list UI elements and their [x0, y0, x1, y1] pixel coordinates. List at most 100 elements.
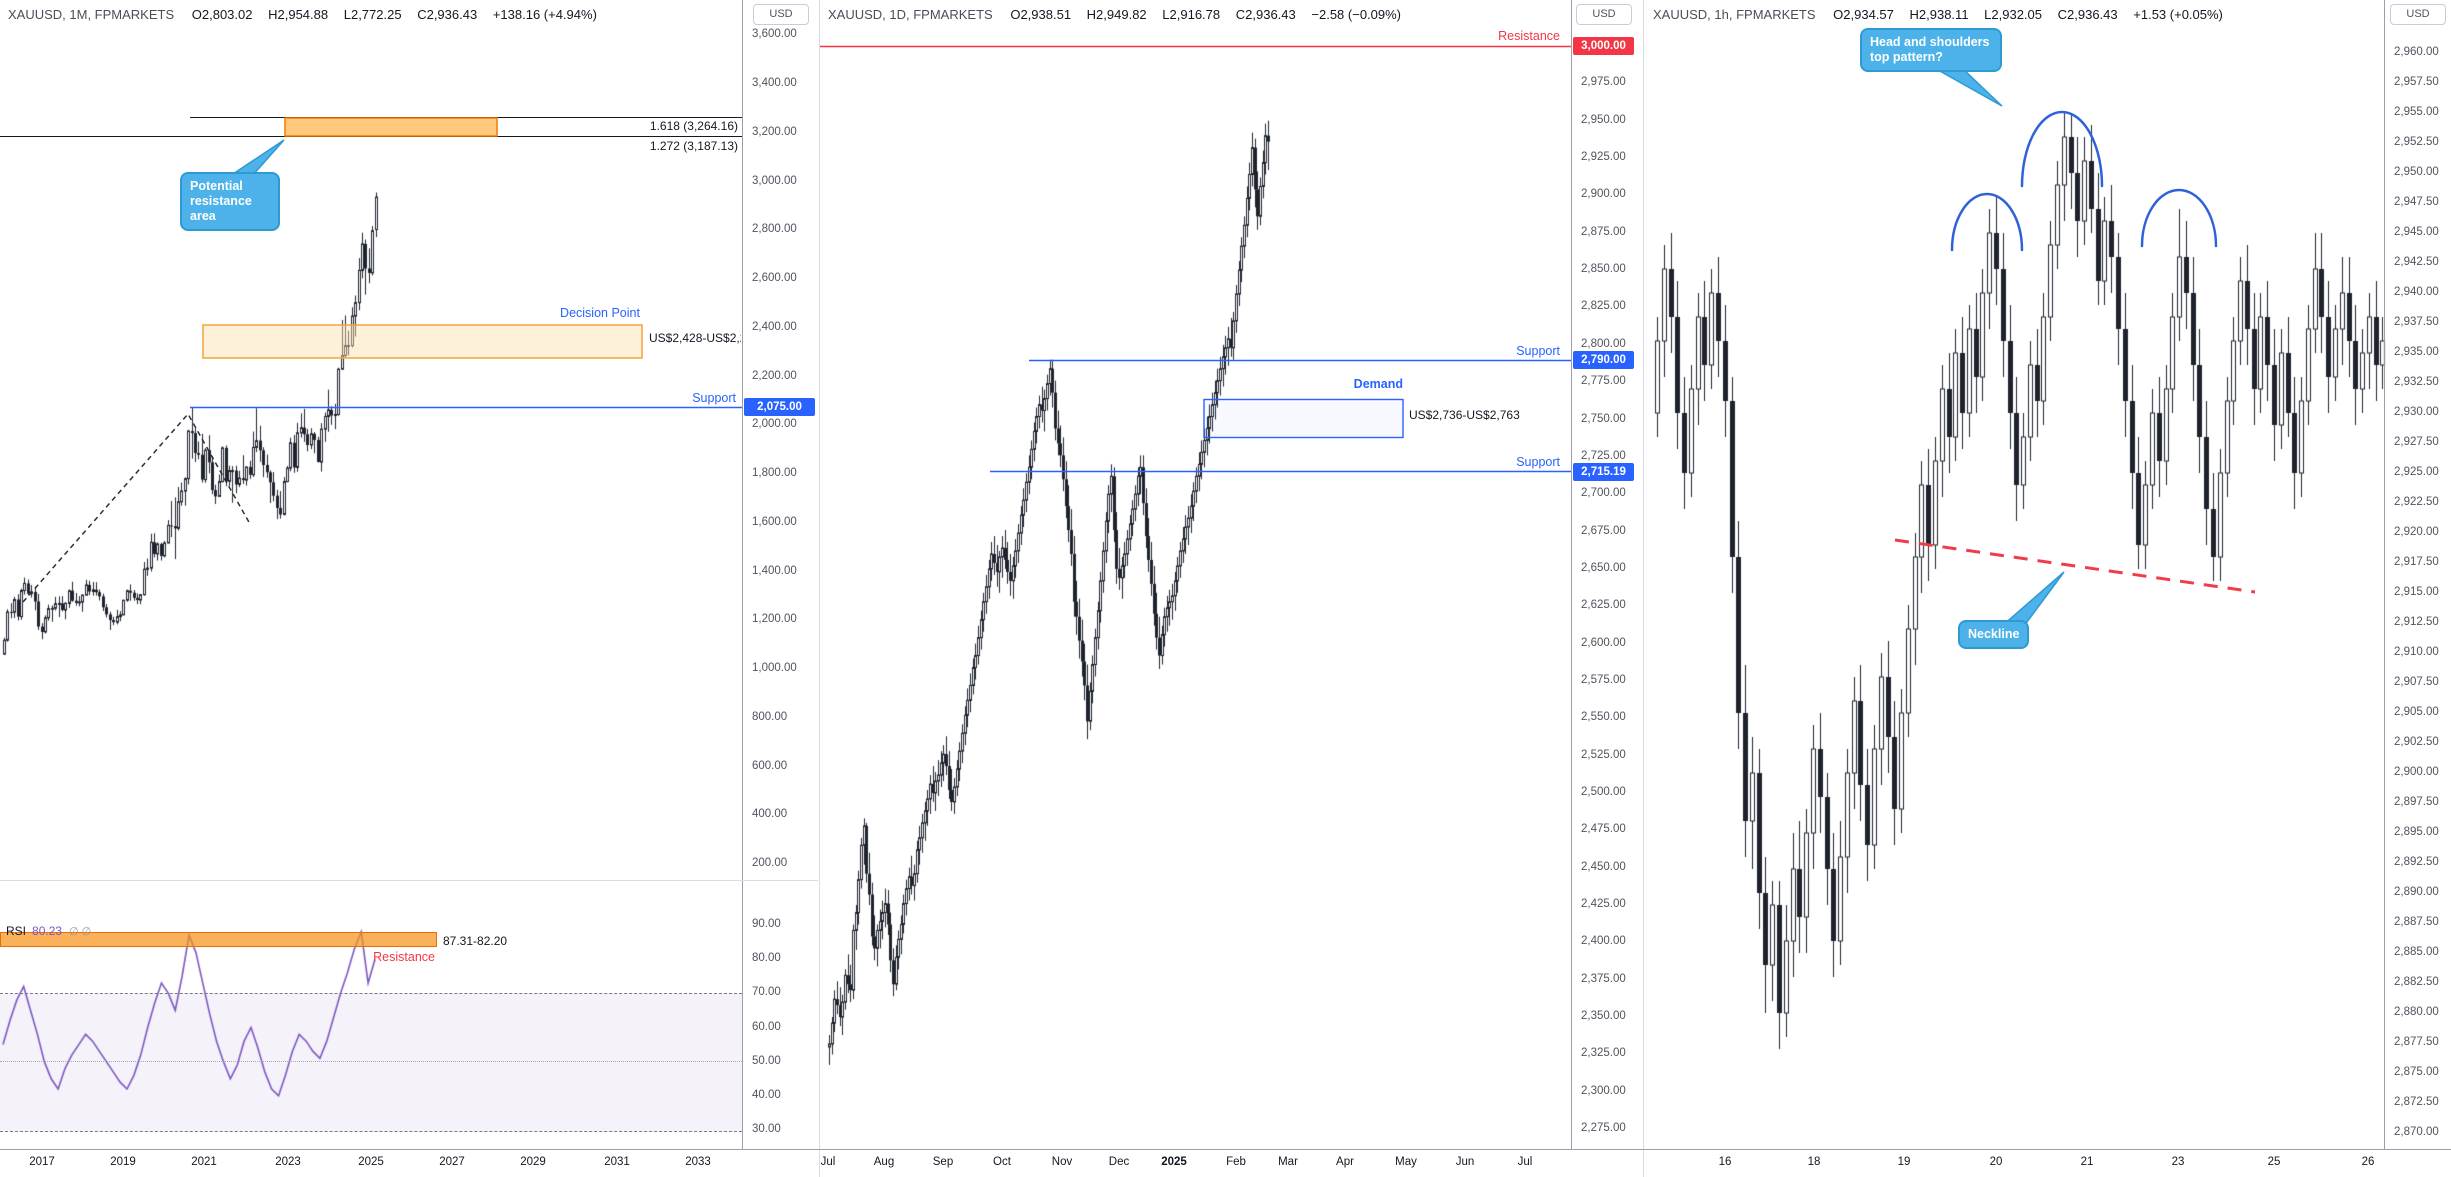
- price-axis-label: 3,200.00: [752, 125, 797, 138]
- time-axis-label: 26: [2361, 1156, 2375, 1168]
- price-axis-border-1h: [2384, 0, 2385, 1149]
- symbol-header-1d[interactable]: XAUUSD, 1D, FPMARKETS O2,938.51 H2,949.8…: [828, 7, 1413, 22]
- rsi-axis-label: 70.00: [752, 986, 781, 999]
- price-axis-label: 2,575.00: [1581, 673, 1626, 686]
- rsi-hide-settings-icons[interactable]: ∅ ∅: [69, 926, 92, 938]
- rsi-value: 80.23: [32, 924, 63, 938]
- neckline-callout[interactable]: Neckline: [1958, 620, 2030, 649]
- time-axis-label: Jul: [820, 1156, 836, 1168]
- price-axis-label: 2,917.50: [2394, 556, 2439, 568]
- demand-label: Demand: [1353, 377, 1403, 391]
- time-axis-label: 20: [1989, 1156, 2003, 1168]
- price-axis-1m[interactable]: 3,600.00 3,400.00 3,200.00 3,000.00 2,800.00…: [743, 0, 818, 1149]
- time-axis-1m[interactable]: 2017 2019 2021 2023 2025 2027 2029 2031 2033: [0, 1150, 818, 1177]
- resistance-label-1d: Resistance: [1498, 29, 1560, 43]
- head-arc[interactable]: [2020, 110, 2104, 188]
- time-axis-label: 2031: [604, 1156, 630, 1168]
- chart-pane-1d[interactable]: [820, 28, 1571, 1148]
- rsi-title: RSI: [6, 924, 27, 938]
- price-axis-label: 2,935.00: [2394, 346, 2439, 358]
- time-axis-label: 2029: [520, 1156, 546, 1168]
- panel-divider-1[interactable]: [819, 0, 820, 1177]
- low-value: L2,932.05: [1984, 7, 2043, 22]
- rsi-header[interactable]: RSI 80.23 ∅ ∅: [6, 924, 91, 938]
- price-axis-label: 2,905.00: [2394, 706, 2439, 718]
- low-value: L2,916.78: [1162, 7, 1221, 22]
- trendline-dashed[interactable]: [22, 412, 251, 603]
- head-shoulders-callout[interactable]: Head and shoulders top pattern?: [1860, 28, 2002, 72]
- high-value: H2,949.82: [1086, 7, 1147, 22]
- price-axis-label: 2,870.00: [2394, 1126, 2439, 1138]
- price-axis-label: 2,400.00: [752, 320, 797, 333]
- support1-label-1d: Support: [1516, 344, 1560, 358]
- rsi-axis-label: 50.00: [752, 1054, 781, 1067]
- price-axis-label: 2,877.50: [2394, 1036, 2439, 1048]
- price-axis-label: 2,975.00: [1581, 76, 1626, 89]
- price-axis-label: 1,400.00: [752, 564, 797, 577]
- left-shoulder-arc[interactable]: [1950, 192, 2024, 252]
- price-axis-label: 2,885.00: [2394, 946, 2439, 958]
- symbol-header-1h[interactable]: XAUUSD, 1h, FPMARKETS O2,934.57 H2,938.1…: [1653, 7, 2235, 22]
- price-axis-label: 2,902.50: [2394, 736, 2439, 748]
- neckline-dashed-line[interactable]: [1894, 538, 2256, 594]
- decision-point-box[interactable]: [202, 324, 643, 359]
- price-axis-label: 2,922.50: [2394, 496, 2439, 508]
- price-axis-label: 2,940.00: [2394, 286, 2439, 298]
- price-axis-1h[interactable]: 2,960.00 2,957.50 2,955.00 2,952.50 2,950.00…: [2385, 0, 2451, 1149]
- potential-resistance-callout[interactable]: Potential resistance area: [180, 172, 280, 231]
- support2-label-1d: Support: [1516, 455, 1560, 469]
- time-axis-label: 16: [1718, 1156, 1732, 1168]
- price-axis-label: 2,850.00: [1581, 263, 1626, 276]
- time-axis-label: 21: [2080, 1156, 2094, 1168]
- panel-divider-2[interactable]: [1643, 0, 1644, 1177]
- price-axis-label: 2,650.00: [1581, 561, 1626, 574]
- price-axis-label: 2,475.00: [1581, 823, 1626, 836]
- rsi-resistance-band[interactable]: [0, 932, 437, 947]
- price-axis-label: 2,930.00: [2394, 406, 2439, 418]
- symbol-header-1m[interactable]: XAUUSD, 1M, FPMARKETS O2,803.02 H2,954.8…: [8, 7, 609, 22]
- demand-zone-box[interactable]: [1203, 398, 1404, 439]
- rsi-pane-divider[interactable]: [0, 880, 818, 881]
- time-axis-label: 2025: [1161, 1156, 1187, 1168]
- price-axis-label: 2,915.00: [2394, 586, 2439, 598]
- time-axis-label: 2019: [110, 1156, 136, 1168]
- rsi-30-70-zone: [0, 993, 742, 1132]
- price-axis-label: 2,875.00: [2394, 1066, 2439, 1078]
- time-axis-label: Oct: [993, 1156, 1011, 1168]
- price-axis-label: 2,725.00: [1581, 449, 1626, 462]
- price-axis-label: 2,525.00: [1581, 748, 1626, 761]
- low-value: L2,772.25: [343, 7, 402, 22]
- time-axis-1h[interactable]: 16 18 19 20 21 23 25 26: [1645, 1150, 2451, 1177]
- price-axis-label: 800.00: [752, 710, 788, 723]
- price-axis-label: 2,900.00: [2394, 766, 2439, 778]
- time-axis-label: Apr: [1336, 1156, 1354, 1168]
- close-value: C2,936.43: [417, 7, 478, 22]
- currency-chip-1h[interactable]: USD: [2390, 4, 2446, 25]
- currency-chip-1m[interactable]: USD: [753, 4, 809, 25]
- price-axis-label: 2,950.00: [1581, 113, 1626, 126]
- price-axis-label: 2,275.00: [1581, 1122, 1626, 1135]
- time-axis-label: Jun: [1455, 1156, 1475, 1168]
- chart-pane-1m[interactable]: [0, 28, 742, 878]
- price-axis-label: 1,600.00: [752, 515, 797, 528]
- price-axis-label: 2,800.00: [1581, 337, 1626, 350]
- price-axis-label: 2,927.50: [2394, 436, 2439, 448]
- price-axis-border-1d: [1571, 0, 1572, 1149]
- right-shoulder-arc[interactable]: [2140, 188, 2218, 248]
- demand-range-label: US$2,736-US$2,763: [1409, 408, 1520, 422]
- currency-chip-1d[interactable]: USD: [1576, 4, 1632, 25]
- time-axis-1d[interactable]: Jul Aug Sep Oct Nov Dec 2025 Feb Mar Apr May Jun Jul: [820, 1150, 1643, 1177]
- price-axis-label: 2,955.00: [2394, 106, 2439, 118]
- price-axis-1d[interactable]: 2,975.00 2,950.00 2,925.00 2,900.00 2,875.00…: [1572, 0, 1637, 1149]
- rsi-axis-label: 40.00: [752, 1088, 781, 1101]
- rsi-pane[interactable]: [0, 882, 742, 1148]
- rsi-resistance-label: Resistance: [373, 950, 435, 964]
- close-value: C2,936.43: [1235, 7, 1296, 22]
- price-axis-label: 2,910.00: [2394, 646, 2439, 658]
- price-tag: 2,790.00: [1573, 350, 1634, 369]
- chart-pane-1h[interactable]: [1645, 28, 2384, 1148]
- price-axis-label: 2,325.00: [1581, 1047, 1626, 1060]
- potential-resistance-box[interactable]: [284, 117, 498, 137]
- price-axis-label: 2,932.50: [2394, 376, 2439, 388]
